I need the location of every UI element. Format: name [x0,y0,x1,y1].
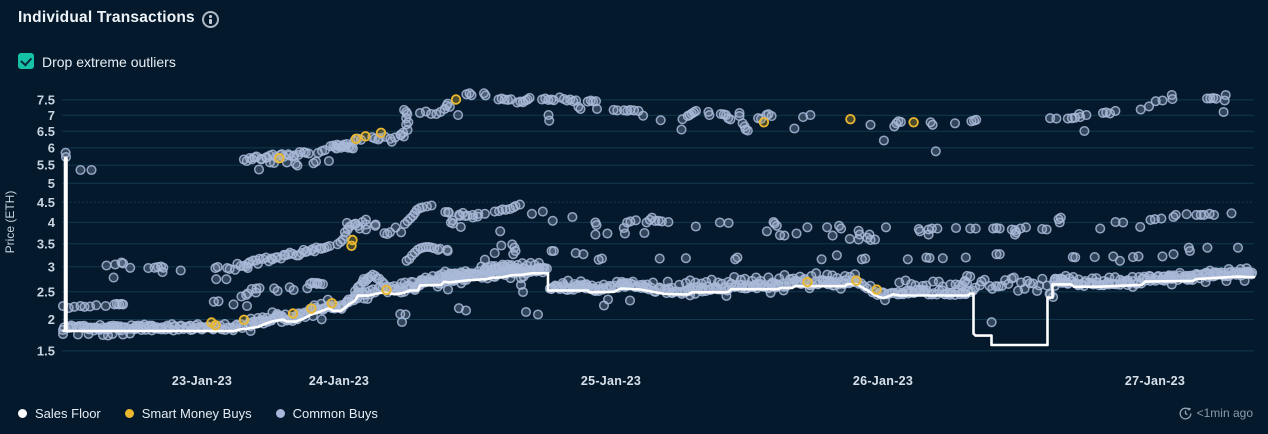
svg-text:5.5: 5.5 [37,158,55,173]
svg-text:1.5: 1.5 [37,343,55,358]
svg-text:6.5: 6.5 [37,124,55,139]
svg-text:27-Jan-23: 27-Jan-23 [1125,374,1185,388]
svg-text:4: 4 [48,215,56,230]
svg-text:2.5: 2.5 [37,284,55,299]
svg-text:25-Jan-23: 25-Jan-23 [581,374,641,388]
svg-text:4.5: 4.5 [37,195,55,210]
svg-text:7.5: 7.5 [37,92,55,107]
svg-text:Price (ETH): Price (ETH) [3,191,17,254]
svg-text:3.5: 3.5 [37,236,55,251]
svg-text:7: 7 [48,108,55,123]
svg-text:26-Jan-23: 26-Jan-23 [853,374,913,388]
svg-text:23-Jan-23: 23-Jan-23 [172,374,232,388]
svg-text:3: 3 [48,259,55,274]
svg-text:2: 2 [48,312,55,327]
svg-text:5: 5 [48,176,55,191]
svg-text:6: 6 [48,140,55,155]
svg-text:24-Jan-23: 24-Jan-23 [309,374,369,388]
